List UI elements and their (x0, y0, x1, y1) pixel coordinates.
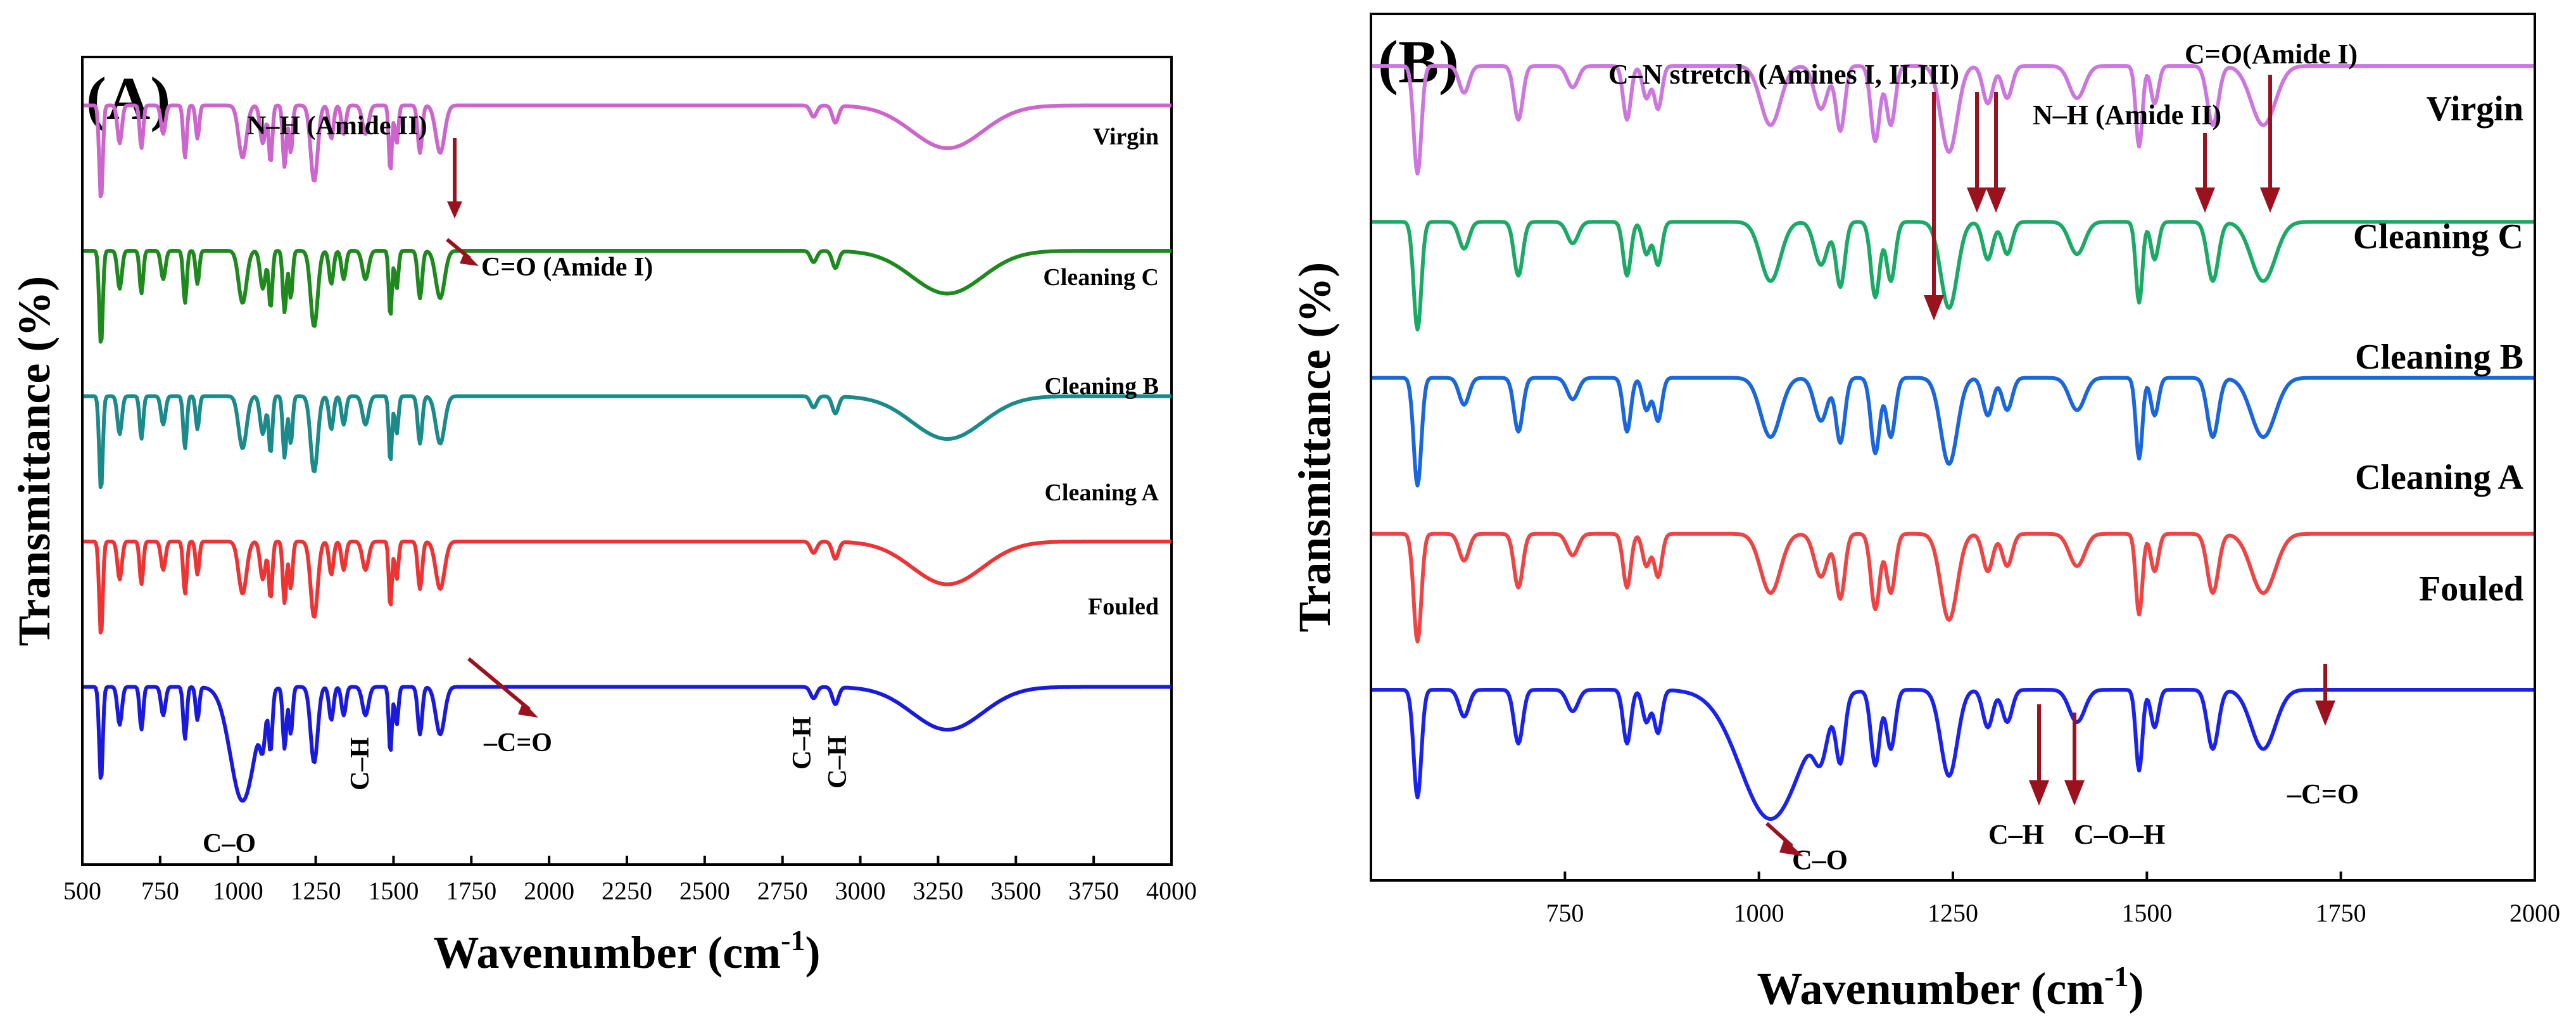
arrow-a-co-head (460, 251, 479, 266)
x-tick-label: 2500 (679, 877, 730, 905)
annot-b-c-h: C–H (1988, 819, 2044, 850)
panel-a: (A) 500 750 1000 1250 1500 1750 2000 2250 2500 27… (9, 56, 1197, 978)
x-tick-label: 1750 (446, 877, 496, 905)
series-line-virgin (1372, 64, 2534, 176)
legend-a-cleaning-a: Cleaning A (1044, 479, 1159, 506)
arrow-a-carbonyl-head (518, 702, 538, 718)
arrow-a-carbonyl (467, 657, 531, 711)
series-line-cleaning-b (1372, 376, 2534, 488)
panel-b-ticks: 750 1000 1250 1500 1750 2000 (1546, 872, 2560, 927)
annot-a-nh-amide-ii: N–H (Amide II) (247, 111, 427, 141)
arrow-b-co-main-head (1779, 839, 1803, 856)
panel-a-frame (81, 56, 1173, 866)
series-line-fouled (1372, 688, 2534, 821)
annot-a-c-h-3: C–H (823, 735, 852, 789)
panel-b-label: (B) (1378, 28, 1459, 96)
x-tick-label: 1000 (1734, 899, 1784, 927)
x-tick-label: 3000 (835, 877, 886, 905)
annot-a-carbonyl: –C=O (483, 728, 552, 758)
annot-b-nh-amide-ii: N–H (Amide II) (2033, 99, 2221, 130)
x-tick-label: 1750 (2316, 899, 2366, 927)
x-tick-label: 4000 (1146, 877, 1197, 905)
annot-a-co-amide-i: C=O (Amide I) (481, 253, 653, 282)
annot-b-c-o: C–O (1792, 844, 1848, 875)
annot-b-cn-stretch: C–N stretch (Amines I, II,III) (1608, 59, 1959, 90)
series-line-virgin (82, 103, 1173, 199)
x-tick-label: 500 (63, 877, 101, 905)
arrow-b-cn-2-head (1967, 187, 1987, 213)
annot-b-c-o-h: C–O–H (2074, 819, 2165, 850)
x-tick-label: 3750 (1068, 877, 1119, 905)
panel-b-ylabel: Transmittance (%) (1289, 262, 1340, 633)
series-line-fouled (82, 685, 1173, 803)
x-tick-label: 3250 (912, 877, 963, 905)
x-tick-label: 1250 (291, 877, 341, 905)
panel-a-curves (82, 103, 1173, 803)
legend-a-cleaning-c: Cleaning C (1043, 264, 1159, 291)
panel-b-xlabel: Wavenumber (cm-1) (1757, 960, 2144, 1014)
x-tick-label: 750 (1546, 899, 1584, 927)
arrow-a-nh-head (447, 201, 462, 219)
x-tick-label: 750 (141, 877, 179, 905)
panel-a-ticks: 500 750 1000 1250 1500 1750 2000 2250 2500 2750 30… (63, 856, 1197, 905)
x-tick-label: 1500 (2121, 899, 2172, 927)
arrow-b-ch-head (2029, 780, 2049, 806)
x-tick-label: 2000 (524, 877, 574, 905)
series-line-cleaning-a (82, 540, 1173, 635)
arrow-b-coh-head (2064, 780, 2085, 806)
arrow-b-cn-1-head (1924, 295, 1944, 320)
arrow-b-cn-3-head (1986, 187, 2006, 213)
panel-a-ylabel: Transmittance (%) (9, 276, 60, 647)
series-line-cleaning-c (82, 249, 1173, 344)
arrow-b-nh-head (2195, 187, 2215, 213)
legend-b-virgin: Virgin (2427, 89, 2523, 129)
series-line-cleaning-b (82, 394, 1173, 490)
x-tick-label: 3500 (990, 877, 1041, 905)
legend-a-fouled: Fouled (1088, 593, 1159, 620)
x-tick-label: 2250 (602, 877, 652, 905)
annot-b-carbonyl: –C=O (2287, 778, 2359, 809)
arrow-b-carbonyl-head (2315, 701, 2335, 726)
legend-a-cleaning-b: Cleaning B (1044, 373, 1159, 400)
x-tick-label: 1500 (368, 877, 419, 905)
panel-a-label: (A) (86, 65, 170, 132)
arrow-b-co-head (2260, 187, 2280, 213)
panel-b: (B) 750 1000 1250 1500 1750 2000 Wavenumber (… (1289, 13, 2560, 1014)
x-tick-label: 1250 (1928, 899, 1978, 927)
legend-a-virgin: Virgin (1093, 124, 1159, 150)
legend-b-fouled: Fouled (2419, 569, 2523, 609)
panel-a-xlabel: Wavenumber (cm-1) (434, 924, 821, 978)
x-tick-label: 2750 (757, 877, 808, 905)
annot-b-co-amide-i: C=O(Amide I) (2185, 39, 2358, 70)
panel-b-curves (1372, 64, 2534, 821)
series-line-cleaning-a (1372, 531, 2534, 644)
annot-a-c-h-2: C–H (788, 716, 817, 770)
annot-a-c-o: C–O (203, 829, 256, 858)
annot-a-c-h-1: C–H (346, 737, 375, 790)
series-line-cleaning-c (1372, 220, 2534, 332)
legend-b-cleaning-c: Cleaning C (2353, 217, 2523, 257)
x-tick-label: 1000 (213, 877, 263, 905)
legend-b-cleaning-b: Cleaning B (2355, 338, 2523, 377)
x-tick-label: 2000 (2510, 899, 2560, 927)
legend-b-cleaning-a: Cleaning A (2355, 458, 2524, 497)
